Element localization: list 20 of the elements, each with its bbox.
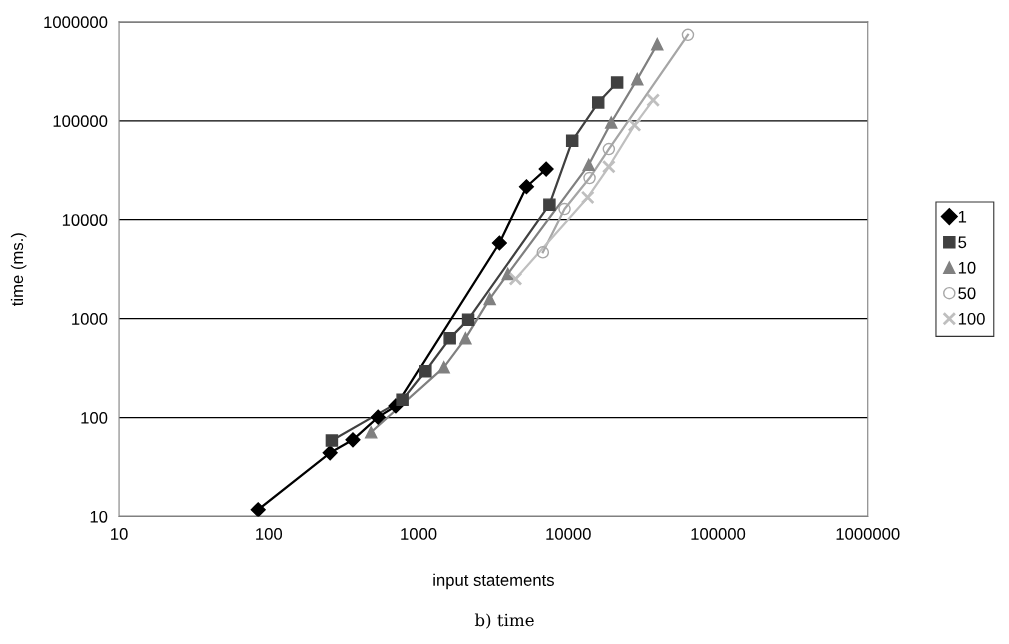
y-tick-label: 100000 — [53, 115, 108, 128]
y-tick-label: 1000000 — [44, 16, 108, 29]
legend-label: 5 — [958, 236, 967, 249]
x-tick-label: 100000 — [691, 528, 746, 540]
x-tick-label: 1000000 — [836, 528, 900, 540]
text: b) time — [474, 613, 534, 629]
y-tick-label: 100 — [81, 411, 108, 424]
legend-label: 10 — [958, 261, 976, 274]
x-tick-label: 100 — [256, 528, 283, 540]
x-axis-title: input statements — [433, 573, 554, 590]
x-tick-label: 10000 — [546, 528, 591, 540]
legend-label: 100 — [958, 312, 985, 325]
x-tick-label: 10 — [111, 528, 128, 540]
y-axis-title: time (ms.) — [10, 233, 27, 306]
y-tick-label: 1000 — [72, 313, 108, 325]
legend-label: 1 — [958, 210, 967, 223]
y-tick-label: 10000 — [62, 214, 108, 226]
x-tick-label: 1000 — [401, 528, 437, 540]
legend-label: 50 — [958, 287, 976, 300]
y-tick-label: 10 — [90, 510, 108, 523]
